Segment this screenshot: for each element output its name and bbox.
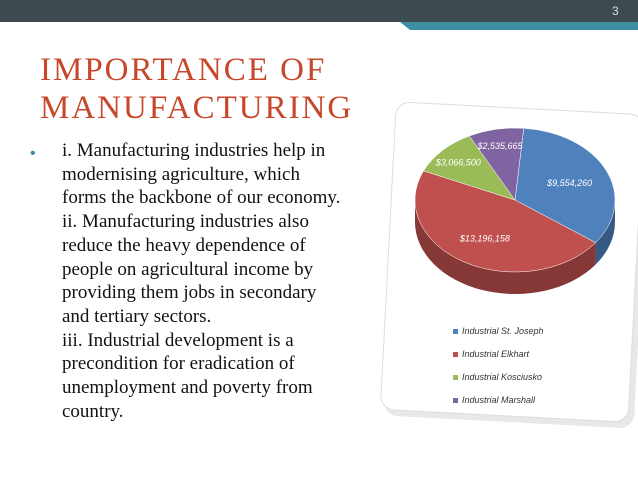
body-line: modernising agriculture, which [62, 163, 300, 185]
pie-chart: $9,554,260 $13,196,158 $3,066,500 $2,535,66… [414, 127, 616, 405]
body-line: country. [62, 400, 124, 422]
legend-swatch [453, 352, 458, 357]
top-bar [0, 0, 638, 22]
legend-swatch [453, 398, 458, 403]
bullet: • [30, 145, 36, 162]
value-label: $3,066,500 [435, 157, 481, 167]
body-line: reduce the heavy dependence of [62, 234, 306, 256]
body-line: precondition for eradication of [62, 353, 295, 375]
legend-label: Industrial Elkhart [462, 349, 530, 359]
body-line: providing them jobs in secondary [62, 282, 317, 304]
pie-slice [514, 128, 616, 243]
pie-slice [423, 135, 516, 201]
legend-label: Industrial Marshall [462, 395, 536, 405]
slide-number: 3 [612, 4, 619, 18]
value-label: $2,535,665 [476, 141, 523, 151]
legend-label: Industrial St. Joseph [462, 326, 544, 336]
body-line: people on agricultural income by [62, 258, 314, 280]
title-line: IMPORTANCE OF [40, 52, 327, 88]
value-label: $9,554,260 [546, 178, 592, 188]
accent-strip [400, 22, 638, 30]
body-line: and tertiary sectors. [62, 305, 212, 327]
slice-side [415, 200, 596, 295]
pie-slice [414, 170, 596, 273]
body-line: ii. Manufacturing industries also [62, 211, 309, 233]
body-line: i. Manufacturing industries help in [62, 140, 326, 161]
body-line: forms the backbone of our economy. [62, 187, 341, 209]
legend-label: Industrial Kosciusko [462, 372, 542, 382]
pie-slice [468, 127, 524, 201]
slice-side [595, 200, 615, 265]
legend-swatch [453, 375, 458, 380]
body-line: unemployment and poverty from [62, 377, 313, 398]
title-line: MANUFACTURING [40, 90, 354, 126]
body-line: iii. Industrial development is a [62, 329, 294, 351]
value-label: $13,196,158 [459, 233, 510, 243]
legend-swatch [453, 329, 458, 334]
